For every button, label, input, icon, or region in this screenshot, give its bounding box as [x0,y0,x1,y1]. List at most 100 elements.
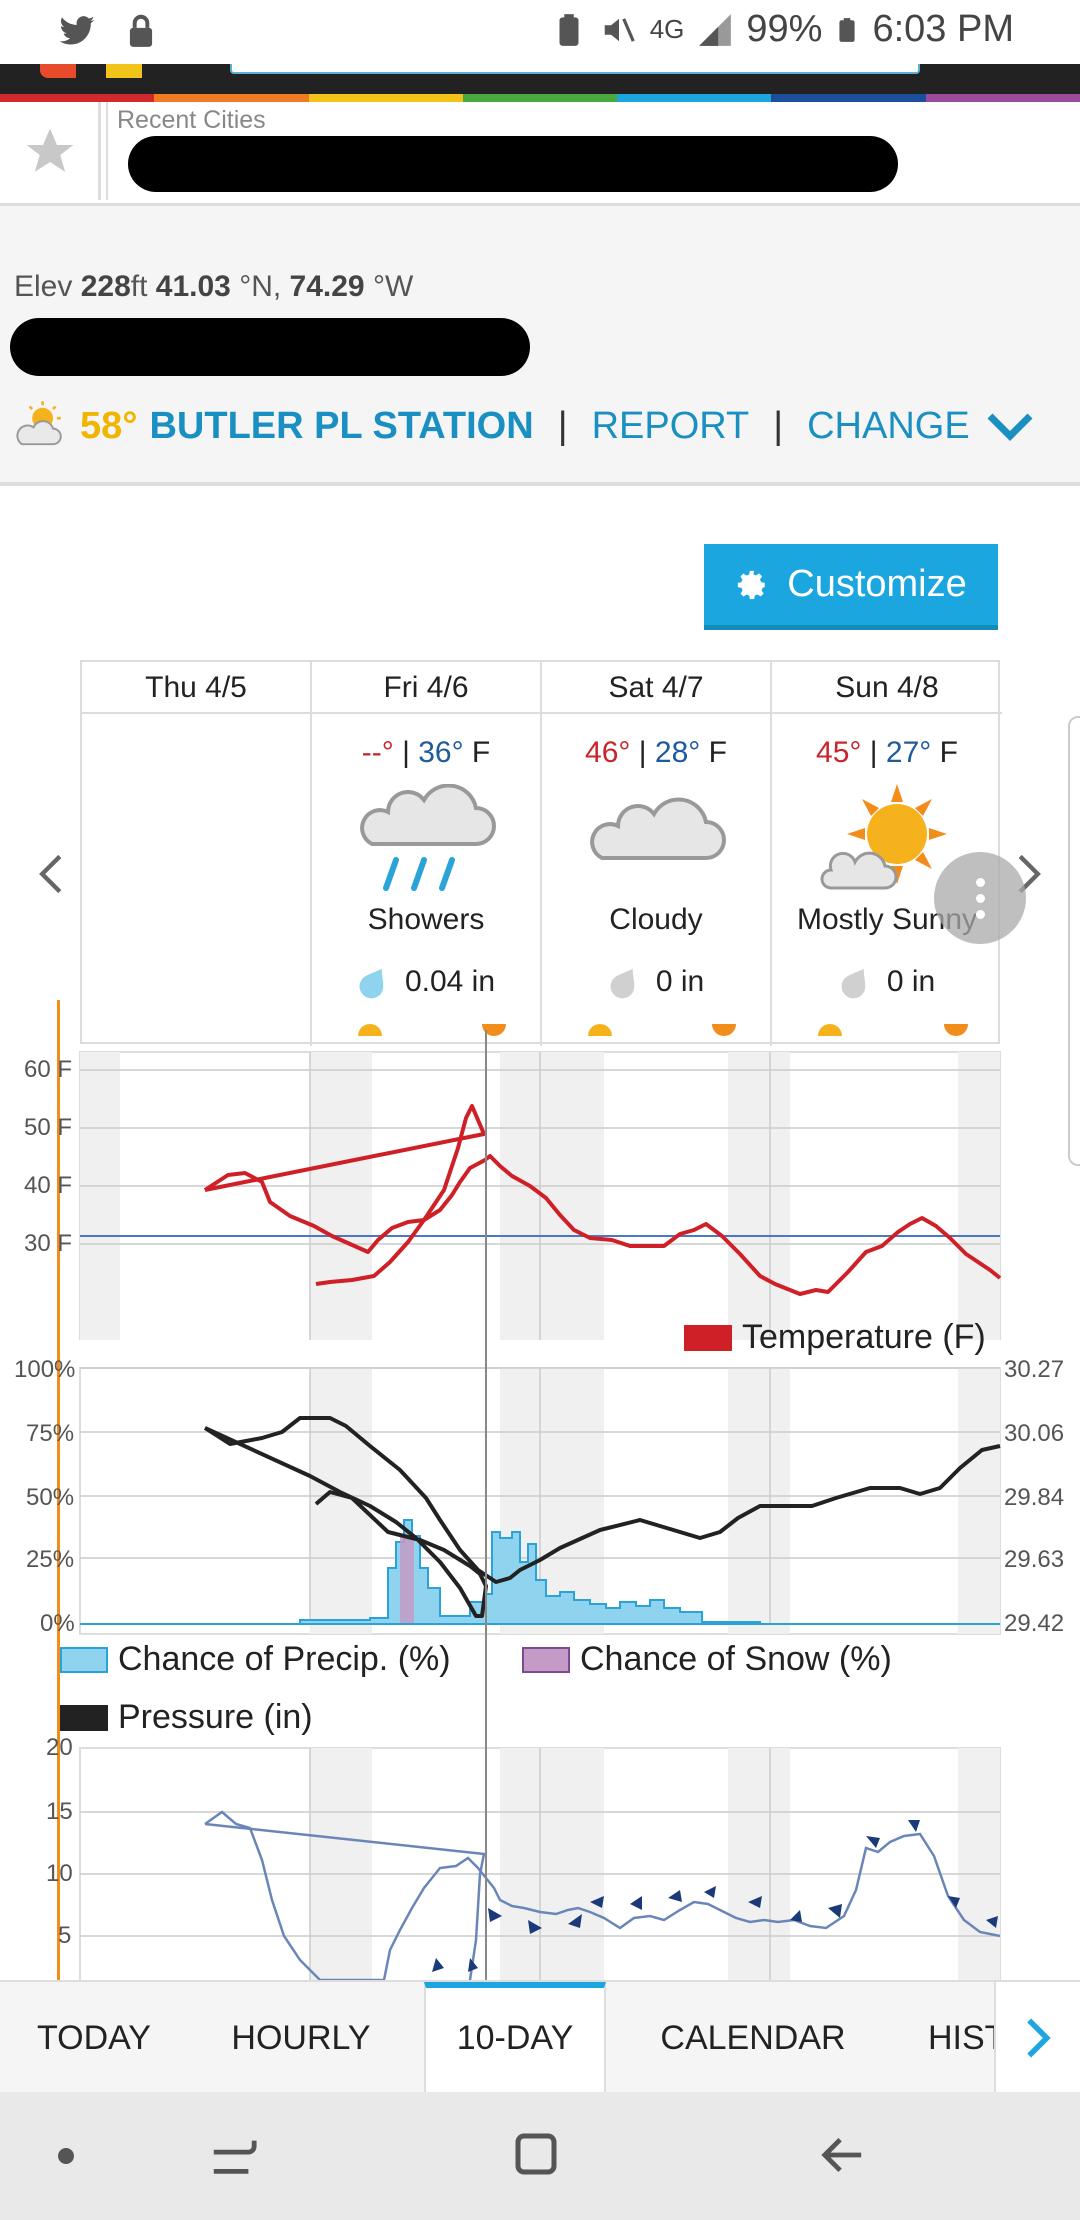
battery-saver-icon [559,13,579,46]
y-tick-left: 25% [26,1546,75,1573]
search-input[interactable] [230,64,920,74]
dot-icon[interactable] [56,2146,76,2166]
wind-speed-line [204,1810,1001,1980]
gear-icon [738,570,765,599]
tab-hourly[interactable]: HOURLY [231,2019,371,2057]
y-tick: 60 F [24,1056,73,1083]
prev-arrow[interactable] [36,850,66,908]
raindrop-icon [610,968,635,999]
precip-pressure-chart: 100% 75% 50% 25% 0% 30.27 30.06 29.84 29… [0,1356,1080,1640]
legend-label: Temperature (F) [742,1318,986,1356]
legend-label: Chance of Snow (%) [580,1640,892,1678]
night-shading [80,1052,1000,1340]
elev-unit: ft [130,270,148,303]
recent-city-list[interactable] [118,122,898,206]
next-arrow[interactable] [1014,850,1044,908]
separator: | [773,404,784,447]
recent-apps-icon[interactable] [208,2132,258,2180]
recent-cities-label: Recent Cities [117,106,266,134]
tab-bar: TODAY HOURLY 10-DAY CALENDAR HIST [0,1980,1080,2094]
hi-lo: 46° | 28° F [542,736,770,770]
favorite-button[interactable] [0,102,100,202]
y-tick: 20 [46,1734,73,1761]
station-name[interactable]: BUTLER PL STATION [149,404,534,447]
clock: 6:03 PM [872,8,1014,50]
forecast-day[interactable]: Thu 4/5 [82,662,312,1046]
station-temp: 58° [80,404,138,447]
report-link[interactable]: REPORT [591,404,750,447]
elev-value: 228 [80,270,131,303]
star-icon [26,128,74,172]
sunrise-marker [818,1024,842,1036]
condition: Showers [367,903,485,936]
legend-temperature[interactable]: Temperature (F) [684,1318,986,1357]
dot [975,909,985,919]
timeline-start-marker [57,1000,60,1980]
forecast-table: Thu 4/5 Fri 4/6 --° | 36° F Showers 0.04… [80,660,1002,1046]
chevron-right-icon [1027,2018,1051,2058]
y-tick-left: 100% [14,1356,76,1383]
legend-label: Chance of Precip. (%) [118,1640,451,1678]
y-tick-left: 75% [26,1420,75,1447]
forecast-day[interactable]: Fri 4/6 --° | 36° F Showers 0.04 in [312,662,542,1046]
elev-label: Elev [14,270,73,303]
tab-history[interactable]: HIST [928,2019,1006,2057]
legend-pressure[interactable]: Pressure (in) [60,1698,313,1737]
night-shading [310,1748,1000,1980]
temp-unit: F [708,736,727,769]
station-row: 58° BUTLER PL STATION | REPORT | CHANGE [14,400,1034,452]
precip-amount: 0 in [655,965,705,998]
forecast-day[interactable]: Sat 4/7 46° | 28° F Cloudy 0 in [542,662,772,1046]
partly-cloudy-icon [16,401,62,446]
gridlines [80,1748,1000,1980]
wind-barbs [432,1820,998,1972]
legend-snow[interactable]: Chance of Snow (%) [522,1640,892,1679]
y-tick: 30 F [24,1230,73,1257]
mute-icon [604,17,635,42]
y-tick-right: 30.06 [1004,1420,1065,1447]
tabs-next-button[interactable] [994,1982,1080,2094]
chevron-down-icon[interactable] [986,409,1034,443]
y-tick-left: 0% [40,1610,75,1637]
sunset-marker [712,1024,736,1036]
scroll-handle[interactable] [1068,716,1080,1166]
low-temp: 28° [654,736,701,769]
hi-lo: --° | 36° F [312,736,540,770]
sunrise-marker [588,1024,612,1036]
logo [40,64,160,78]
tab-calendar[interactable]: CALENDAR [660,2019,846,2057]
precip-amount: 0.04 in [404,965,496,998]
lon-unit: °W [372,270,414,303]
y-tick-right: 30.27 [1004,1356,1065,1383]
home-icon[interactable] [512,2130,560,2178]
precip: 0 in [542,965,770,999]
y-tick: 40 F [24,1172,73,1199]
legend-label: Pressure (in) [118,1698,313,1736]
tab-today[interactable]: TODAY [37,2019,151,2057]
back-icon[interactable] [818,2132,866,2178]
change-link[interactable]: CHANGE [807,404,970,447]
sunrise-marker [358,1024,382,1036]
cloud-icon [590,797,726,860]
precip-amount: 0 in [886,965,936,998]
pressure-line [203,1416,1001,1584]
current-time-marker [485,1030,487,1980]
legend-swatch [522,1646,570,1673]
wind-chart: 20 15 10 5 [0,1734,1080,1980]
legend-swatch [60,1646,108,1673]
legend-precip[interactable]: Chance of Precip. (%) [60,1640,451,1679]
more-options-button[interactable] [934,852,1026,944]
twitter-icon [59,16,95,45]
temp-unit: F [939,736,958,769]
wind-speed-line-anomaly [204,1822,486,1980]
customize-button[interactable]: Customize [704,544,998,630]
y-tick-left: 50% [26,1484,75,1511]
chevron-left-icon [39,854,62,894]
customize-label: Customize [787,563,967,605]
snow-bar [400,1536,414,1624]
forecast-day[interactable]: Sun 4/8 45° | 27° F Mostly Sunny 0 in [772,662,1002,1046]
elevation-coords: Elev 228ft 41.03 °N, 74.29 °W [14,270,413,304]
tab-10-day[interactable]: 10-DAY [424,1982,606,2094]
precip: 0.04 in [312,965,540,999]
system-nav-bar [0,2092,1080,2220]
